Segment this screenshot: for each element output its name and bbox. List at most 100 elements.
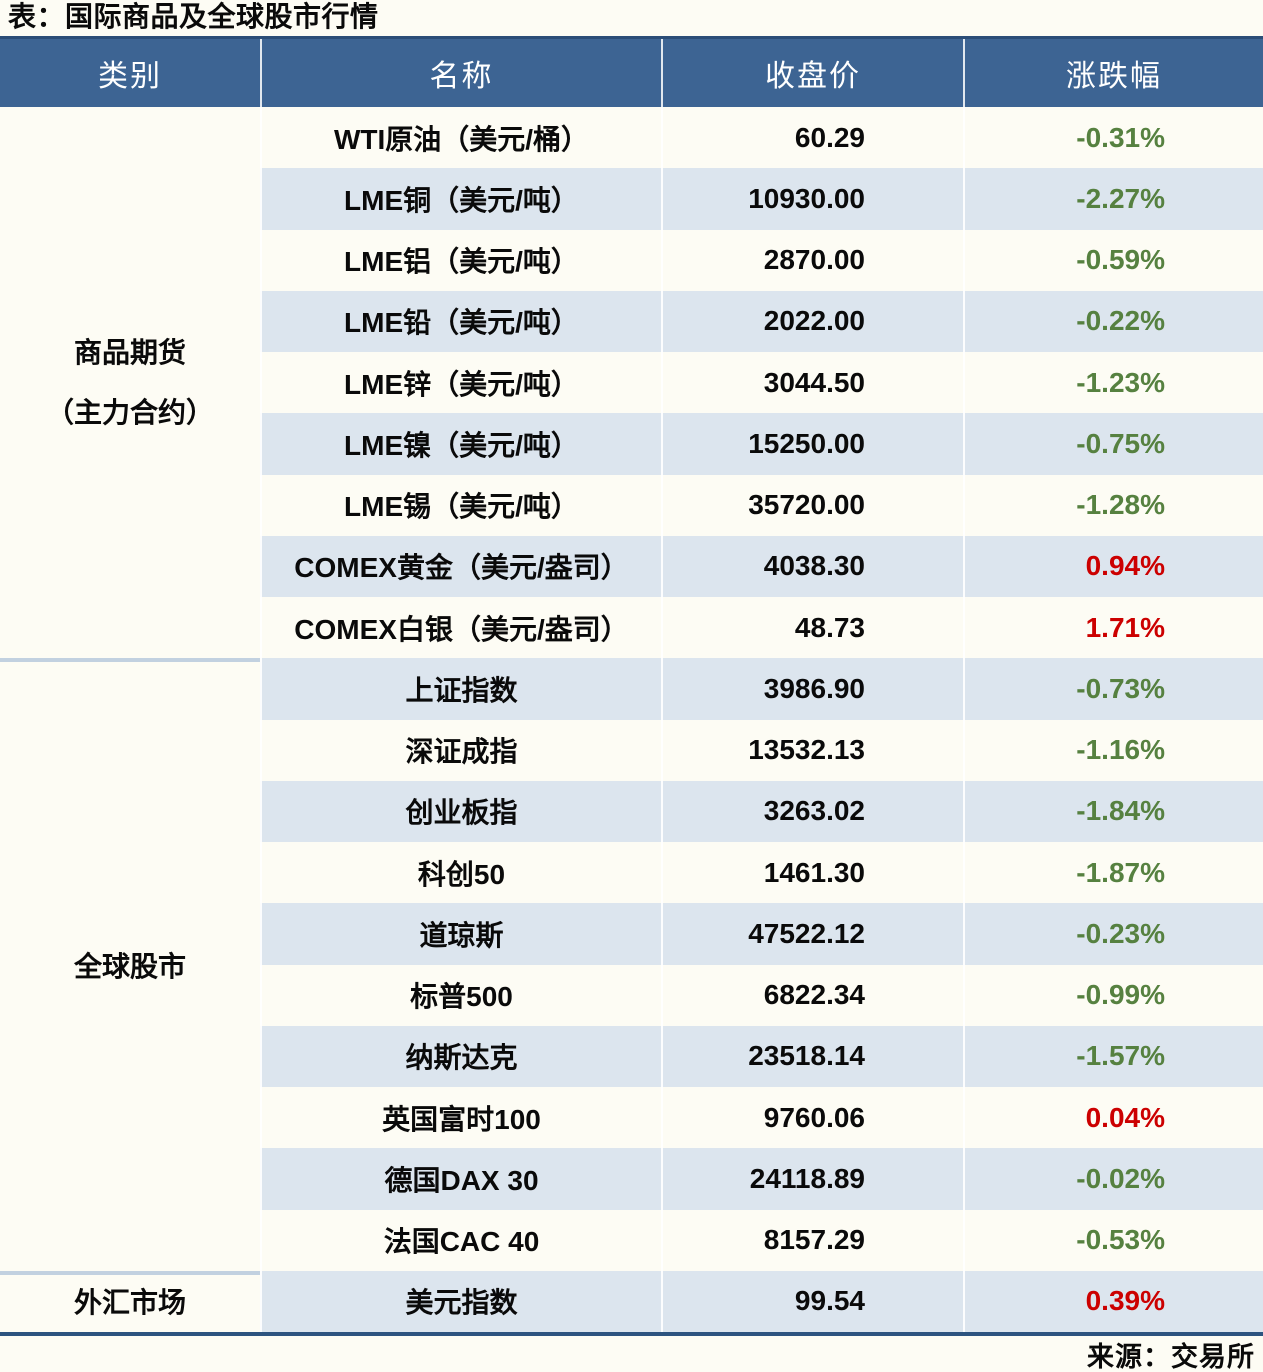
category-cell: 外汇市场 <box>0 1270 260 1332</box>
table-row: 深证成指 13532.13 -1.16% <box>260 719 1263 781</box>
table-row: LME镍（美元/吨） 15250.00 -0.75% <box>260 413 1263 475</box>
close-price-cell: 6822.34 <box>661 964 963 1026</box>
close-price-cell: 24118.89 <box>661 1148 963 1210</box>
name-cell: 法国CAC 40 <box>260 1209 661 1271</box>
name-cell: 美元指数 <box>260 1270 661 1332</box>
table-row: 法国CAC 40 8157.29 -0.53% <box>260 1209 1263 1271</box>
page-title: 表：国际商品及全球股市行情 <box>8 1 379 32</box>
category-cell: 全球股市 <box>0 658 260 1271</box>
name-cell: LME镍（美元/吨） <box>260 413 661 475</box>
table-row: LME铝（美元/吨） 2870.00 -0.59% <box>260 229 1263 291</box>
name-cell: COMEX黄金（美元/盎司） <box>260 535 661 597</box>
table-row: 创业板指 3263.02 -1.84% <box>260 780 1263 842</box>
table-row: 德国DAX 30 24118.89 -0.02% <box>260 1148 1263 1210</box>
table-body: 商品期货 （主力合约） 全球股市外汇市场 WTI原油（美元/桶） 60.29 -0.… <box>0 107 1263 1332</box>
change-pct-cell: -0.73% <box>963 658 1263 720</box>
category-label-line: 外汇市场 <box>73 1287 186 1319</box>
change-pct-cell: -0.59% <box>963 229 1263 291</box>
close-price-cell: 60.29 <box>661 107 963 169</box>
table-row: LME铅（美元/吨） 2022.00 -0.22% <box>260 290 1263 352</box>
name-cell: WTI原油（美元/桶） <box>260 107 661 169</box>
close-price-cell: 9760.06 <box>661 1087 963 1149</box>
category-label-line: 全球股市 <box>73 950 186 982</box>
table-row: 科创50 1461.30 -1.87% <box>260 842 1263 904</box>
table-row: LME锡（美元/吨） 35720.00 -1.28% <box>260 474 1263 536</box>
name-cell: LME铜（美元/吨） <box>260 168 661 230</box>
change-pct-cell: 1.71% <box>963 597 1263 659</box>
table-row: LME铜（美元/吨） 10930.00 -2.27% <box>260 168 1263 230</box>
category-column: 商品期货 （主力合约） 全球股市外汇市场 <box>0 107 260 1332</box>
change-pct-cell: -0.53% <box>963 1209 1263 1271</box>
source-note: 来源：交易所 <box>1087 1341 1255 1372</box>
category-label-line: 商品期货 <box>73 336 186 368</box>
table-row: 标普500 6822.34 -0.99% <box>260 964 1263 1026</box>
change-pct-cell: -2.27% <box>963 168 1263 230</box>
change-pct-cell: -0.22% <box>963 290 1263 352</box>
footer-bar: 来源：交易所 <box>0 1336 1263 1372</box>
change-pct-cell: -0.99% <box>963 964 1263 1026</box>
name-cell: 英国富时100 <box>260 1087 661 1149</box>
change-pct-cell: 0.39% <box>963 1270 1263 1332</box>
close-price-cell: 3044.50 <box>661 352 963 414</box>
change-pct-cell: -1.87% <box>963 842 1263 904</box>
close-price-cell: 23518.14 <box>661 1025 963 1087</box>
change-pct-cell: 0.04% <box>963 1087 1263 1149</box>
name-cell: 上证指数 <box>260 658 661 720</box>
table-bottom-border <box>0 1332 1263 1336</box>
name-cell: 标普500 <box>260 964 661 1026</box>
close-price-cell: 15250.00 <box>661 413 963 475</box>
table-row: 英国富时100 9760.06 0.04% <box>260 1087 1263 1149</box>
table-header-row: 类别 名称 收盘价 涨跌幅 <box>0 36 1263 107</box>
table-row: 道琼斯 47522.12 -0.23% <box>260 903 1263 965</box>
name-cell: 科创50 <box>260 842 661 904</box>
change-pct-cell: -1.28% <box>963 474 1263 536</box>
close-price-cell: 47522.12 <box>661 903 963 965</box>
name-cell: COMEX白银（美元/盎司） <box>260 597 661 659</box>
name-cell: 深证成指 <box>260 719 661 781</box>
close-price-cell: 2022.00 <box>661 290 963 352</box>
name-cell: LME铝（美元/吨） <box>260 229 661 291</box>
change-pct-cell: -0.02% <box>963 1148 1263 1210</box>
name-cell: LME锡（美元/吨） <box>260 474 661 536</box>
name-cell: 纳斯达克 <box>260 1025 661 1087</box>
close-price-cell: 48.73 <box>661 597 963 659</box>
change-pct-cell: -0.31% <box>963 107 1263 169</box>
change-pct-cell: -1.57% <box>963 1025 1263 1087</box>
change-pct-cell: 0.94% <box>963 535 1263 597</box>
change-pct-cell: -0.23% <box>963 903 1263 965</box>
change-pct-cell: -1.84% <box>963 780 1263 842</box>
name-cell: 创业板指 <box>260 780 661 842</box>
category-cell: 商品期货 （主力合约） <box>0 107 260 658</box>
table-row: COMEX白银（美元/盎司） 48.73 1.71% <box>260 597 1263 659</box>
close-price-cell: 10930.00 <box>661 168 963 230</box>
name-cell: 道琼斯 <box>260 903 661 965</box>
close-price-cell: 99.54 <box>661 1270 963 1332</box>
table-row: 美元指数 99.54 0.39% <box>260 1270 1263 1332</box>
name-cell: LME锌（美元/吨） <box>260 352 661 414</box>
column-header-category: 类别 <box>98 60 162 93</box>
title-bar: 表：国际商品及全球股市行情 <box>0 0 1263 36</box>
table-row: LME锌（美元/吨） 3044.50 -1.23% <box>260 352 1263 414</box>
table-row: 纳斯达克 23518.14 -1.57% <box>260 1025 1263 1087</box>
close-price-cell: 3986.90 <box>661 658 963 720</box>
name-cell: 德国DAX 30 <box>260 1148 661 1210</box>
change-pct-cell: -1.23% <box>963 352 1263 414</box>
close-price-cell: 2870.00 <box>661 229 963 291</box>
close-price-cell: 13532.13 <box>661 719 963 781</box>
column-header-close: 收盘价 <box>661 39 963 107</box>
table-row: 上证指数 3986.90 -0.73% <box>260 658 1263 720</box>
table-row: COMEX黄金（美元/盎司） 4038.30 0.94% <box>260 535 1263 597</box>
close-price-cell: 1461.30 <box>661 842 963 904</box>
table-rows: WTI原油（美元/桶） 60.29 -0.31% LME铜（美元/吨） 1093… <box>260 107 1263 1332</box>
category-label-line: （主力合约） <box>45 396 214 428</box>
name-cell: LME铅（美元/吨） <box>260 290 661 352</box>
table-row: WTI原油（美元/桶） 60.29 -0.31% <box>260 107 1263 169</box>
change-pct-cell: -0.75% <box>963 413 1263 475</box>
close-price-cell: 8157.29 <box>661 1209 963 1271</box>
column-header-change: 涨跌幅 <box>963 39 1263 107</box>
close-price-cell: 4038.30 <box>661 535 963 597</box>
change-pct-cell: -1.16% <box>963 719 1263 781</box>
column-header-name: 名称 <box>260 39 661 107</box>
close-price-cell: 3263.02 <box>661 780 963 842</box>
close-price-cell: 35720.00 <box>661 474 963 536</box>
